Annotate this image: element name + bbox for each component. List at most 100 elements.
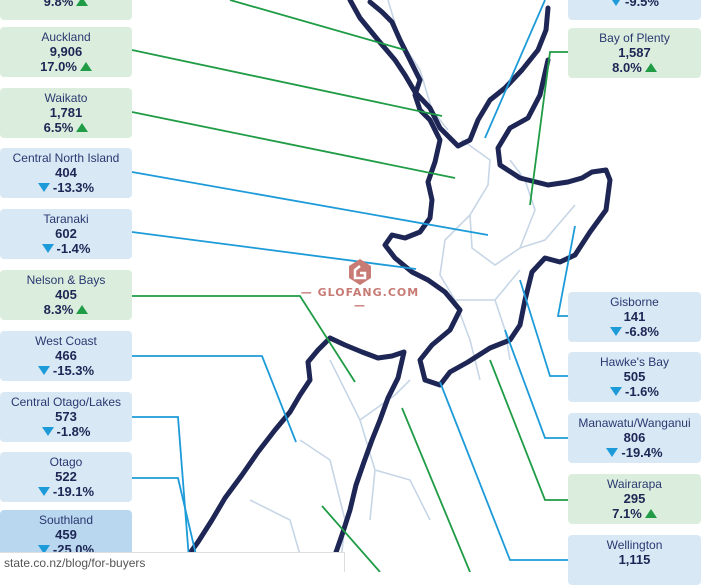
change-row: 9.8% [0, 0, 132, 9]
north-island-outline [347, 0, 613, 388]
leader-central-otago-lakes [132, 416, 191, 572]
change-row: -6.8% [568, 324, 701, 339]
leader-nelson-bays [132, 295, 356, 383]
change-value: 6.5% [43, 120, 74, 135]
region-value: 9,906 [49, 44, 83, 59]
region-name: Hawke's Bay [600, 355, 669, 369]
region-card-gisborne: Gisborne 141 -6.8% [568, 292, 701, 342]
change-value: -6.8% [625, 324, 659, 339]
region-name: Southland [38, 513, 94, 527]
down-arrow-icon [610, 387, 623, 396]
change-value: 9.8% [43, 0, 74, 9]
region-card-central-north-island: Central North Island 404 -13.3% [0, 148, 132, 198]
region-value: 522 [55, 469, 77, 484]
region-name: Central North Island [12, 151, 120, 165]
region-value: 573 [55, 409, 77, 424]
change-row: 7.1% [568, 506, 701, 521]
change-row: -1.8% [0, 424, 132, 439]
up-arrow-icon [76, 305, 89, 314]
region-name: Wellington [606, 538, 663, 552]
down-arrow-icon [37, 183, 50, 192]
down-arrow-icon [610, 0, 623, 6]
watermark: — GLOFANG.COM — [300, 258, 420, 312]
change-value: 8.0% [612, 60, 642, 75]
change-value: -1.8% [56, 424, 91, 439]
url-bar[interactable]: state.co.nz/blog/for-buyers [0, 552, 345, 572]
region-name: Otago [49, 455, 83, 469]
region-name: Wairarapa [607, 477, 662, 491]
region-value: 1,115 [618, 552, 651, 567]
change-row: 8.3% [0, 302, 132, 317]
region-card-southland: Southland 459 -25.0% [0, 510, 132, 560]
region-value: 806 [623, 430, 646, 445]
leader-gisborne [556, 225, 576, 317]
region-card-top-left: 9.8% [0, 0, 132, 20]
region-card-otago: Otago 522 -19.1% [0, 452, 132, 502]
change-row: -15.3% [0, 363, 132, 378]
change-row: 8.0% [568, 60, 701, 75]
change-value: -1.6% [625, 384, 659, 399]
region-name: Central Otago/Lakes [10, 395, 122, 409]
down-arrow-icon [37, 366, 50, 375]
region-card-central-otago-lakes: Central Otago/Lakes 573 -1.8% [0, 392, 132, 442]
leader-south-green [401, 407, 471, 572]
leader-wairarapa [489, 359, 568, 501]
down-arrow-icon [37, 545, 50, 554]
region-value: 295 [623, 491, 646, 506]
down-arrow-icon [610, 327, 623, 336]
leader-manawatu [504, 329, 568, 439]
change-value: -19.1% [52, 484, 95, 499]
region-card-waikato: Waikato 1,781 6.5% [0, 88, 132, 138]
up-arrow-icon [76, 123, 89, 132]
leader-auckland [131, 49, 443, 117]
leader-bay-of-plenty [529, 51, 568, 206]
region-card-wairarapa: Wairarapa 295 7.1% [568, 474, 701, 524]
change-value: -19.4% [621, 445, 663, 460]
change-row: -19.4% [568, 445, 701, 460]
region-card-nelson-bays: Nelson & Bays 405 8.3% [0, 270, 132, 320]
change-value: -9.5% [625, 0, 659, 9]
region-card-taranaki: Taranaki 602 -1.4% [0, 209, 132, 259]
region-name: Gisborne [610, 295, 659, 309]
region-value: 141 [623, 309, 646, 324]
region-value: 404 [55, 165, 77, 180]
region-name: Waikato [44, 91, 88, 105]
region-value: 602 [55, 226, 77, 241]
change-row: -1.4% [0, 241, 132, 256]
region-card-bay-of-plenty: Bay of Plenty 1,587 8.0% [568, 28, 701, 78]
glofang-logo-icon [349, 259, 371, 285]
nz-map [131, 0, 613, 572]
change-value: -13.3% [52, 180, 95, 195]
change-value: 17.0% [40, 59, 77, 74]
up-arrow-icon [79, 62, 92, 71]
region-name: Auckland [41, 30, 91, 44]
change-row: 17.0% [0, 59, 132, 74]
change-value: 7.1% [612, 506, 642, 521]
leader-wellington [439, 381, 568, 561]
up-arrow-icon [644, 63, 657, 72]
region-card-manawatu-wanganui: Manawatu/Wanganui 806 -19.4% [568, 413, 701, 463]
down-arrow-icon [606, 448, 619, 457]
region-value: 405 [55, 287, 77, 302]
region-card-auckland: Auckland 9,906 17.0% [0, 27, 132, 77]
region-card-wellington: Wellington 1,115 [568, 535, 701, 585]
region-value: 466 [55, 348, 77, 363]
change-row: -19.1% [0, 484, 132, 499]
change-row: 6.5% [0, 120, 132, 135]
leader-waikato [131, 111, 456, 179]
region-name: Taranaki [43, 212, 89, 226]
region-value: 505 [623, 369, 646, 384]
change-value: -1.4% [56, 241, 91, 256]
region-value: 1,781 [49, 105, 83, 120]
region-name: Bay of Plenty [599, 31, 670, 45]
leader-top-left [229, 0, 406, 51]
change-row: -1.6% [568, 384, 701, 399]
change-row: -9.5% [568, 0, 701, 9]
region-name: Manawatu/Wanganui [578, 416, 691, 430]
change-value: -15.3% [52, 363, 95, 378]
region-card-west-coast: West Coast 466 -15.3% [0, 331, 132, 381]
leader-west-coast [132, 355, 297, 443]
watermark-text: — GLOFANG.COM — [300, 286, 420, 312]
leader-otago [132, 477, 201, 572]
leader-lines [131, 0, 576, 572]
